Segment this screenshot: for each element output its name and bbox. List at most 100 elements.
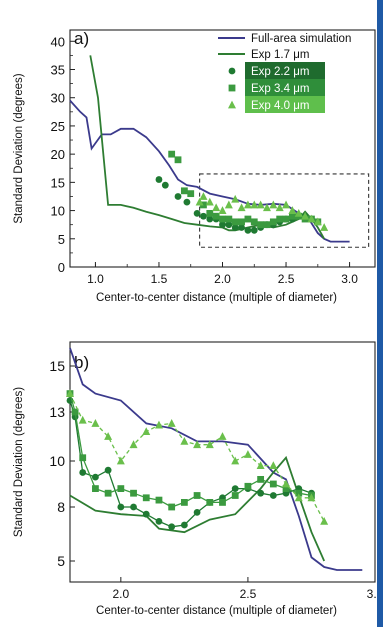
data-point (269, 218, 277, 226)
data-point (231, 492, 239, 499)
data-point (282, 215, 290, 223)
y-tick-label: 10 (51, 204, 65, 219)
data-point (193, 209, 201, 217)
legend-label-box (245, 96, 325, 113)
data-point (313, 217, 322, 226)
data-point (269, 200, 278, 209)
data-point (231, 485, 239, 492)
data-point (243, 200, 252, 209)
x-tick-label: 1.5 (151, 272, 168, 286)
data-point (104, 489, 112, 497)
data-point (282, 200, 291, 209)
data-point (307, 214, 316, 223)
data-point (180, 521, 188, 529)
data-point (92, 485, 99, 492)
data-point (250, 200, 259, 209)
panel-label: b) (74, 353, 89, 372)
data-point (130, 503, 137, 511)
data-point (155, 176, 163, 183)
data-point (256, 200, 265, 209)
legend-label: Exp 4.0 μm (251, 100, 309, 112)
data-point (225, 215, 233, 223)
data-point (257, 221, 265, 229)
data-point (288, 212, 296, 220)
y-tick-label: 8 (57, 499, 65, 515)
data-point (212, 212, 220, 220)
data-point (276, 215, 284, 223)
data-point (205, 197, 214, 206)
x-axis-label: Center-to-center distance (multiple of d… (96, 605, 337, 617)
data-point (244, 226, 252, 234)
data-point (263, 221, 271, 229)
legend-label: Full-area simulation (251, 33, 351, 45)
series-3 (66, 390, 315, 511)
x-tick-label: 1.0 (87, 272, 104, 286)
data-point (295, 489, 303, 497)
data-point (269, 480, 277, 488)
data-point (238, 218, 245, 226)
data-point (142, 427, 151, 435)
data-point (294, 493, 303, 502)
data-point (180, 187, 188, 195)
legend-label: Exp 2.2 μm (251, 66, 309, 78)
data-point (193, 509, 201, 516)
data-point (183, 198, 191, 206)
y-tick-label: 20 (51, 147, 65, 162)
data-point (161, 181, 169, 189)
data-point (262, 203, 271, 212)
y-tick-label: 5 (57, 553, 65, 569)
data-point (212, 203, 221, 212)
data-point (104, 466, 112, 474)
data-point (219, 215, 226, 223)
data-point (66, 389, 74, 397)
plot-frame (69, 341, 376, 583)
data-point (78, 415, 87, 424)
y-tick-label: 15 (49, 358, 65, 374)
data-point (250, 218, 258, 226)
data-point (168, 503, 176, 511)
data-point (275, 203, 284, 212)
data-point (219, 221, 226, 229)
y-tick-label: 0 (58, 260, 65, 275)
data-point (193, 440, 202, 449)
legend-label-box (245, 79, 325, 96)
data-point (116, 456, 125, 465)
data-point (231, 224, 239, 231)
legend-marker-swatch (228, 67, 236, 75)
legend-label: Exp 3.4 μm (251, 83, 309, 95)
plot-frame (69, 29, 376, 268)
data-point (269, 461, 278, 469)
x-tick-label: 3.0 (341, 272, 358, 286)
data-point (180, 499, 188, 506)
data-point (117, 503, 125, 511)
series-4 (66, 389, 329, 525)
data-point (219, 499, 226, 506)
data-point (195, 197, 204, 206)
data-point (294, 208, 303, 217)
data-point (117, 485, 125, 492)
y-tick-label: 13 (49, 404, 65, 420)
y-tick-label: 10 (49, 453, 65, 469)
data-point (199, 192, 208, 200)
data-point (130, 489, 137, 497)
data-point (168, 523, 176, 531)
data-point (79, 469, 87, 476)
data-point (155, 496, 163, 504)
series-0 (69, 347, 363, 571)
panel-label: a) (74, 29, 89, 48)
data-point (256, 461, 265, 469)
data-point (288, 206, 297, 214)
legend: Full-area simulation Exp 1.7 μm Exp 2.2 μm… (218, 33, 351, 113)
data-point (92, 473, 99, 481)
y-tick-label: 15 (51, 175, 65, 190)
data-point (71, 408, 79, 416)
data-point (238, 224, 245, 231)
data-point (200, 201, 207, 209)
legend-label: Exp 1.7 μm (251, 49, 309, 61)
legend-label-box (245, 62, 325, 79)
x-tick-label: 2.5 (278, 272, 295, 286)
data-point (206, 209, 214, 217)
data-point (104, 432, 113, 440)
chart-panel-a: 1.0 1.5 2.0 2.5 3.0 0 5 10 15 20 25 30 35 40 Center-to… (13, 29, 376, 304)
